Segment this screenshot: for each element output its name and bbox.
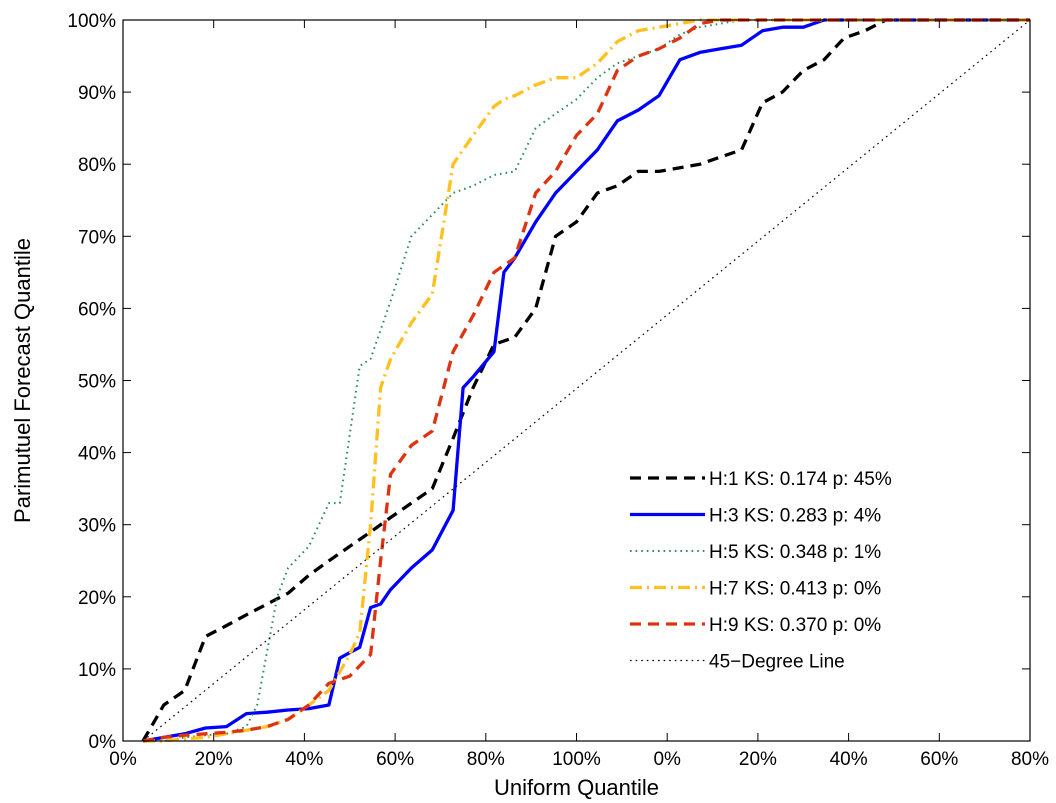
x-tick-label: 60%	[376, 749, 414, 770]
x-tick-label: 20%	[195, 749, 233, 770]
y-tick-label: 60%	[78, 299, 116, 320]
y-tick-label: 0%	[89, 732, 117, 753]
y-tick-label: 70%	[78, 227, 116, 248]
x-tick-label: 0%	[109, 749, 137, 770]
x-tick-label: 40%	[830, 749, 868, 770]
legend-label-1: H:1 KS: 0.174 p: 45%	[709, 469, 892, 490]
series-line-1	[141, 18, 1030, 742]
x-tick-label: 20%	[739, 749, 777, 770]
x-axis-label: Uniform Quantile	[494, 775, 659, 800]
legend: H:1 KS: 0.174 p: 45% H:3 KS: 0.283 p: 4% H…	[620, 450, 995, 673]
x-tick-label: 80%	[1011, 749, 1049, 770]
legend-label-4: H:7 KS: 0.413 p: 0%	[709, 579, 881, 600]
y-axis-label: Parimutuel Forecast Quantile	[10, 238, 35, 523]
legend-label-6: 45−Degree Line	[709, 652, 845, 673]
series-line-6	[142, 19, 1031, 742]
y-axis-ticks: 0% 10% 20% 30% 40% 50% 60% 70% 80% 90% 100%	[67, 11, 1030, 753]
x-tick-label: 60%	[920, 749, 958, 770]
x-tick-label: 0%	[653, 749, 681, 770]
y-tick-label: 40%	[78, 444, 116, 465]
y-tick-label: 80%	[78, 155, 116, 176]
series-line-5	[142, 18, 1030, 743]
y-tick-label: 90%	[78, 83, 116, 104]
x-tick-label: 100%	[552, 749, 601, 770]
x-axis-ticks: 0% 20% 40% 60% 80% 100% 0% 20% 40% 60% 80%	[109, 20, 1049, 770]
legend-label-2: H:3 KS: 0.283 p: 4%	[709, 506, 881, 527]
x-tick-label: 40%	[285, 749, 323, 770]
y-tick-label: 50%	[78, 372, 116, 393]
y-tick-label: 20%	[78, 588, 116, 609]
y-tick-label: 30%	[78, 516, 116, 537]
y-tick-label: 10%	[78, 660, 116, 681]
y-tick-label: 100%	[67, 11, 116, 32]
legend-label-3: H:5 KS: 0.348 p: 1%	[709, 542, 881, 563]
legend-box	[620, 450, 995, 673]
legend-label-5: H:9 KS: 0.370 p: 0%	[709, 615, 881, 636]
x-tick-label: 80%	[467, 749, 505, 770]
